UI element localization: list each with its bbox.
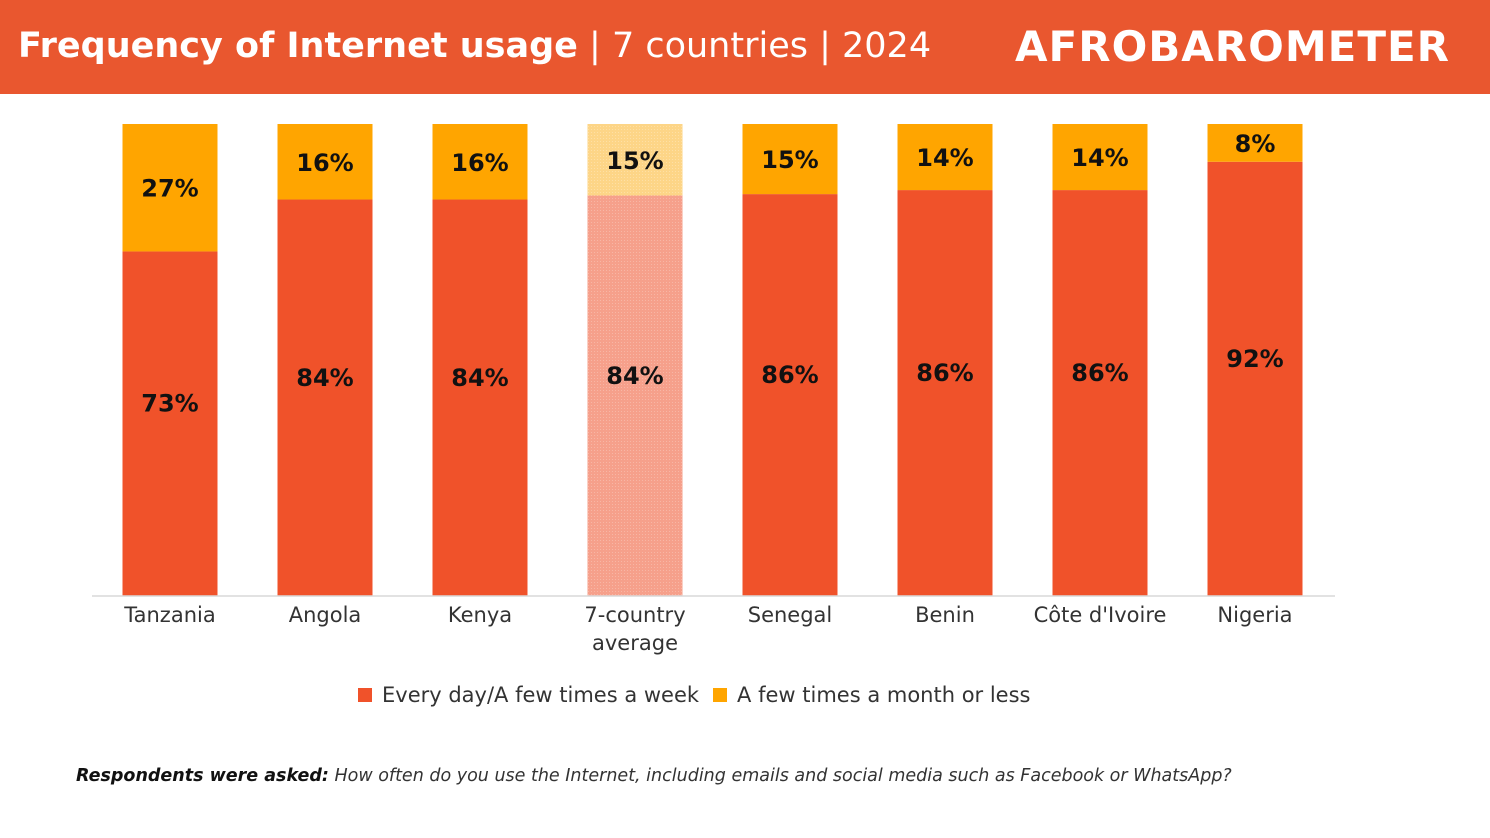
legend-swatch-every-day bbox=[358, 688, 372, 702]
category-label: Benin bbox=[915, 603, 975, 627]
data-label-every-day: 73% bbox=[141, 390, 198, 418]
data-label-every-day: 92% bbox=[1226, 345, 1283, 373]
header-banner: Frequency of Internet usage | 7 countrie… bbox=[0, 0, 1490, 94]
data-label-every-day: 86% bbox=[916, 359, 973, 387]
footnote-question: How often do you use the Internet, inclu… bbox=[328, 766, 1232, 786]
bar-segment-every-day bbox=[122, 251, 218, 596]
category-label: average bbox=[592, 631, 678, 655]
legend: Every day/A few times a week A few times… bbox=[358, 683, 1030, 707]
category-label: Nigeria bbox=[1217, 603, 1292, 627]
category-label: Angola bbox=[289, 603, 362, 627]
data-label-few-times-month: 8% bbox=[1235, 130, 1276, 158]
stacked-bar-chart: 73% 27% Tanzania 84% 16% Angola 84% 16% Kenya 84%… bbox=[92, 124, 1335, 655]
data-label-few-times-month: 14% bbox=[916, 144, 973, 172]
data-label-every-day: 84% bbox=[606, 362, 663, 390]
bar-segment-few-times-month bbox=[742, 124, 838, 195]
bar-segment-few-times-month bbox=[587, 124, 683, 196]
bar-segment-few-times-month bbox=[897, 124, 993, 191]
category-label: Kenya bbox=[448, 603, 512, 627]
data-label-every-day: 84% bbox=[451, 364, 508, 392]
bar-segment-every-day bbox=[742, 194, 838, 597]
data-label-few-times-month: 16% bbox=[451, 149, 508, 177]
bar-segment-few-times-month bbox=[277, 124, 373, 200]
data-label-every-day: 84% bbox=[296, 364, 353, 392]
legend-label-few-times-month: A few times a month or less bbox=[737, 683, 1031, 707]
title-main: Frequency of Internet usage bbox=[18, 26, 578, 66]
data-label-few-times-month: 14% bbox=[1071, 144, 1128, 172]
chart-title: Frequency of Internet usage | 7 countrie… bbox=[18, 26, 931, 66]
bar-segment-every-day bbox=[1207, 161, 1303, 596]
data-label-every-day: 86% bbox=[1071, 359, 1128, 387]
title-subtitle: | 7 countries | 2024 bbox=[577, 26, 932, 66]
bar-segment-few-times-month bbox=[1207, 124, 1303, 162]
bar-segment-few-times-month bbox=[1052, 124, 1148, 191]
legend-swatch-few-times-month bbox=[713, 688, 728, 702]
bar-segment-few-times-month bbox=[432, 124, 528, 200]
footnote-label: Respondents were asked: bbox=[76, 766, 329, 786]
data-label-every-day: 86% bbox=[761, 361, 818, 389]
footnote: Respondents were asked: How often do you… bbox=[76, 766, 1232, 786]
category-label: Tanzania bbox=[123, 603, 215, 627]
afrobarometer-logo: AFROBAROMETER bbox=[1015, 22, 1450, 71]
legend-label-every-day: Every day/A few times a week bbox=[382, 683, 700, 707]
bar-segment-few-times-month bbox=[122, 124, 218, 252]
bar-segment-every-day bbox=[277, 199, 373, 596]
category-label: Senegal bbox=[748, 603, 833, 627]
bar-segment-every-day bbox=[897, 190, 993, 596]
category-label: 7-country bbox=[584, 603, 685, 627]
bar-segment-every-day bbox=[1052, 190, 1148, 596]
bar-segment-every-day bbox=[432, 199, 528, 596]
data-label-few-times-month: 16% bbox=[296, 149, 353, 177]
bar-segment-every-day bbox=[587, 195, 683, 597]
data-label-few-times-month: 27% bbox=[141, 175, 198, 203]
data-label-few-times-month: 15% bbox=[606, 147, 663, 175]
category-label: Côte d'Ivoire bbox=[1034, 603, 1167, 627]
data-label-few-times-month: 15% bbox=[761, 146, 818, 174]
